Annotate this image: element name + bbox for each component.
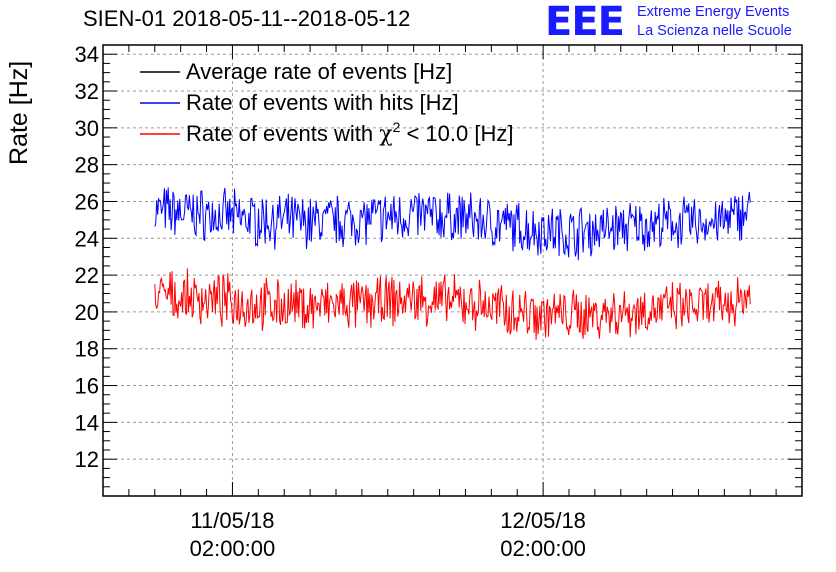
y-tick-label: 24 [75, 226, 99, 251]
y-tick-label: 26 [75, 189, 99, 214]
legend-entry-average: Average rate of events [Hz] [186, 59, 452, 84]
series-line-2 [154, 268, 751, 340]
logo-mark: EEE [545, 0, 625, 45]
x-tick-label-date: 12/05/18 [500, 508, 586, 533]
y-tick-label: 16 [75, 374, 99, 399]
x-tick-label-date: 11/05/18 [190, 508, 274, 533]
series-line-1 [154, 187, 751, 261]
y-tick-label: 34 [75, 42, 99, 67]
legend-entry-chi2: Rate of events with χ2 < 10.0 [Hz] [186, 119, 513, 147]
y-tick-label: 32 [75, 79, 99, 104]
y-tick-label: 20 [75, 300, 99, 325]
legend-entry-hits: Rate of events with hits [Hz] [186, 90, 459, 115]
y-tick-label: 12 [75, 447, 99, 472]
logo-line-2: La Scienza nelle Scuole [637, 23, 792, 39]
plot-frame [102, 44, 803, 497]
x-tick-label-time: 02:00:00 [500, 536, 586, 561]
y-tick-label: 22 [75, 263, 99, 288]
logo-text: Extreme Energy Events La Scienza nelle S… [637, 3, 792, 41]
y-tick-label: 18 [75, 337, 99, 362]
y-tick-label: 30 [75, 116, 99, 141]
x-tick-label-time: 02:00:00 [190, 536, 276, 561]
chart-title: SIEN-01 2018-05-11--2018-05-12 [83, 6, 411, 31]
y-tick-label: 28 [75, 153, 99, 178]
logo-line-1: Extreme Energy Events [637, 4, 790, 20]
y-tick-label: 14 [75, 410, 99, 435]
eee-logo: EEE Extreme Energy Events La Scienza nel… [545, 0, 792, 45]
